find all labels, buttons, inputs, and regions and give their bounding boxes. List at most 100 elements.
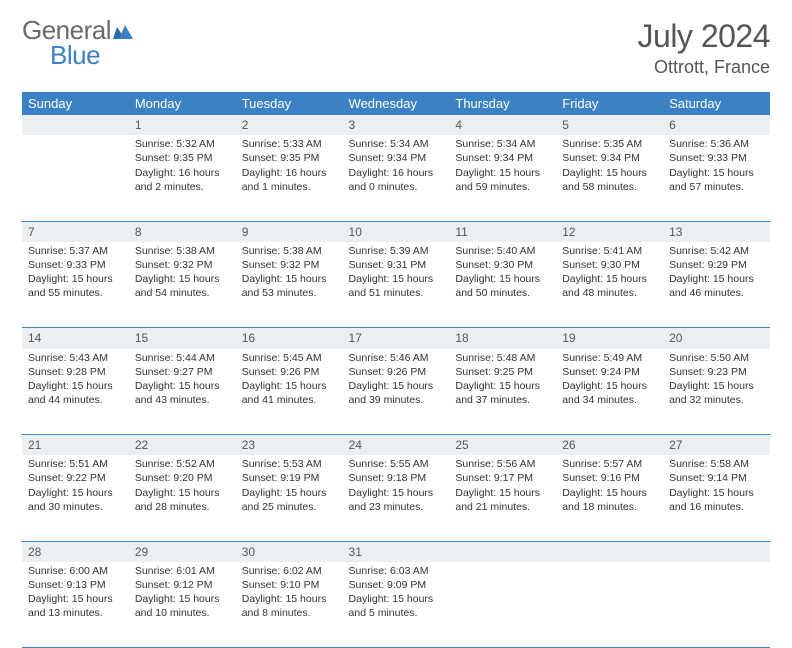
sunrise-line: Sunrise: 5:46 AM	[349, 351, 444, 365]
sunset-line: Sunset: 9:18 PM	[349, 471, 444, 485]
sunset-line: Sunset: 9:32 PM	[135, 258, 230, 272]
day-cell	[556, 562, 663, 648]
day-cell-body: Sunrise: 5:39 AMSunset: 9:31 PMDaylight:…	[343, 242, 450, 305]
sunrise-line: Sunrise: 6:03 AM	[349, 564, 444, 578]
header: GeneralBlue July 2024 Ottrott, France	[22, 18, 770, 78]
day-cell	[22, 135, 129, 221]
day-cell: Sunrise: 6:00 AMSunset: 9:13 PMDaylight:…	[22, 562, 129, 648]
day-cell: Sunrise: 5:34 AMSunset: 9:34 PMDaylight:…	[343, 135, 450, 221]
sunrise-line: Sunrise: 6:02 AM	[242, 564, 337, 578]
day-cell: Sunrise: 5:57 AMSunset: 9:16 PMDaylight:…	[556, 455, 663, 541]
sunrise-line: Sunrise: 5:50 AM	[669, 351, 764, 365]
sunrise-line: Sunrise: 5:58 AM	[669, 457, 764, 471]
month-title: July 2024	[638, 18, 770, 55]
sunrise-line: Sunrise: 5:38 AM	[135, 244, 230, 258]
daylight-line: Daylight: 15 hours and 39 minutes.	[349, 379, 444, 407]
sunrise-line: Sunrise: 5:35 AM	[562, 137, 657, 151]
day-cell-body: Sunrise: 5:44 AMSunset: 9:27 PMDaylight:…	[129, 349, 236, 412]
day-number-cell	[663, 541, 770, 562]
sunrise-line: Sunrise: 5:51 AM	[28, 457, 123, 471]
day-cell: Sunrise: 5:49 AMSunset: 9:24 PMDaylight:…	[556, 349, 663, 435]
sunset-line: Sunset: 9:34 PM	[349, 151, 444, 165]
day-number-cell: 7	[22, 221, 129, 242]
weekday-header: Wednesday	[343, 92, 450, 115]
day-cell-body: Sunrise: 6:00 AMSunset: 9:13 PMDaylight:…	[22, 562, 129, 625]
sunrise-line: Sunrise: 5:36 AM	[669, 137, 764, 151]
sunrise-line: Sunrise: 5:53 AM	[242, 457, 337, 471]
daylight-line: Daylight: 15 hours and 50 minutes.	[455, 272, 550, 300]
day-cell: Sunrise: 6:03 AMSunset: 9:09 PMDaylight:…	[343, 562, 450, 648]
sunrise-line: Sunrise: 5:42 AM	[669, 244, 764, 258]
daylight-line: Daylight: 15 hours and 59 minutes.	[455, 166, 550, 194]
day-number-cell: 18	[449, 328, 556, 349]
day-cell: Sunrise: 5:32 AMSunset: 9:35 PMDaylight:…	[129, 135, 236, 221]
day-cell-body: Sunrise: 5:50 AMSunset: 9:23 PMDaylight:…	[663, 349, 770, 412]
sunset-line: Sunset: 9:26 PM	[349, 365, 444, 379]
day-number-cell	[449, 541, 556, 562]
daylight-line: Daylight: 15 hours and 54 minutes.	[135, 272, 230, 300]
week-row: Sunrise: 5:32 AMSunset: 9:35 PMDaylight:…	[22, 135, 770, 221]
day-cell: Sunrise: 5:40 AMSunset: 9:30 PMDaylight:…	[449, 242, 556, 328]
calendar-head: SundayMondayTuesdayWednesdayThursdayFrid…	[22, 92, 770, 115]
day-cell-body: Sunrise: 5:42 AMSunset: 9:29 PMDaylight:…	[663, 242, 770, 305]
location: Ottrott, France	[638, 57, 770, 78]
sunrise-line: Sunrise: 5:41 AM	[562, 244, 657, 258]
day-cell	[663, 562, 770, 648]
day-cell: Sunrise: 5:58 AMSunset: 9:14 PMDaylight:…	[663, 455, 770, 541]
sunset-line: Sunset: 9:35 PM	[242, 151, 337, 165]
logo-mark-icon	[113, 23, 133, 39]
week-row: Sunrise: 5:51 AMSunset: 9:22 PMDaylight:…	[22, 455, 770, 541]
sunrise-line: Sunrise: 5:49 AM	[562, 351, 657, 365]
week-row: Sunrise: 5:37 AMSunset: 9:33 PMDaylight:…	[22, 242, 770, 328]
daylight-line: Daylight: 15 hours and 48 minutes.	[562, 272, 657, 300]
daynum-row: 123456	[22, 115, 770, 135]
day-cell-body: Sunrise: 5:32 AMSunset: 9:35 PMDaylight:…	[129, 135, 236, 198]
sunset-line: Sunset: 9:30 PM	[562, 258, 657, 272]
logo: GeneralBlue	[22, 18, 133, 67]
day-cell-body: Sunrise: 6:01 AMSunset: 9:12 PMDaylight:…	[129, 562, 236, 625]
day-number-cell: 11	[449, 221, 556, 242]
day-cell-body: Sunrise: 5:56 AMSunset: 9:17 PMDaylight:…	[449, 455, 556, 518]
day-cell-body: Sunrise: 5:37 AMSunset: 9:33 PMDaylight:…	[22, 242, 129, 305]
daylight-line: Daylight: 16 hours and 2 minutes.	[135, 166, 230, 194]
logo-text-2: Blue	[50, 43, 133, 68]
day-number-cell: 1	[129, 115, 236, 135]
daylight-line: Daylight: 15 hours and 10 minutes.	[135, 592, 230, 620]
daylight-line: Daylight: 15 hours and 18 minutes.	[562, 486, 657, 514]
sunset-line: Sunset: 9:30 PM	[455, 258, 550, 272]
daylight-line: Daylight: 15 hours and 13 minutes.	[28, 592, 123, 620]
daylight-line: Daylight: 15 hours and 28 minutes.	[135, 486, 230, 514]
sunrise-line: Sunrise: 5:57 AM	[562, 457, 657, 471]
day-cell-body: Sunrise: 5:38 AMSunset: 9:32 PMDaylight:…	[129, 242, 236, 305]
day-cell: Sunrise: 5:39 AMSunset: 9:31 PMDaylight:…	[343, 242, 450, 328]
weekday-row: SundayMondayTuesdayWednesdayThursdayFrid…	[22, 92, 770, 115]
sunrise-line: Sunrise: 5:52 AM	[135, 457, 230, 471]
sunrise-line: Sunrise: 6:00 AM	[28, 564, 123, 578]
sunset-line: Sunset: 9:24 PM	[562, 365, 657, 379]
day-cell-body: Sunrise: 5:46 AMSunset: 9:26 PMDaylight:…	[343, 349, 450, 412]
sunrise-line: Sunrise: 5:38 AM	[242, 244, 337, 258]
sunset-line: Sunset: 9:33 PM	[669, 151, 764, 165]
day-number-cell: 22	[129, 435, 236, 456]
day-cell-body: Sunrise: 5:45 AMSunset: 9:26 PMDaylight:…	[236, 349, 343, 412]
sunrise-line: Sunrise: 5:43 AM	[28, 351, 123, 365]
day-number-cell: 28	[22, 541, 129, 562]
calendar-table: SundayMondayTuesdayWednesdayThursdayFrid…	[22, 92, 770, 648]
daylight-line: Daylight: 15 hours and 46 minutes.	[669, 272, 764, 300]
daylight-line: Daylight: 15 hours and 25 minutes.	[242, 486, 337, 514]
sunrise-line: Sunrise: 5:39 AM	[349, 244, 444, 258]
daylight-line: Daylight: 15 hours and 55 minutes.	[28, 272, 123, 300]
day-number-cell: 19	[556, 328, 663, 349]
day-cell: Sunrise: 5:48 AMSunset: 9:25 PMDaylight:…	[449, 349, 556, 435]
sunset-line: Sunset: 9:09 PM	[349, 578, 444, 592]
daynum-row: 28293031	[22, 541, 770, 562]
weekday-header: Tuesday	[236, 92, 343, 115]
sunset-line: Sunset: 9:10 PM	[242, 578, 337, 592]
day-cell: Sunrise: 5:34 AMSunset: 9:34 PMDaylight:…	[449, 135, 556, 221]
day-cell: Sunrise: 5:37 AMSunset: 9:33 PMDaylight:…	[22, 242, 129, 328]
day-cell-body: Sunrise: 5:35 AMSunset: 9:34 PMDaylight:…	[556, 135, 663, 198]
calendar-body: 123456Sunrise: 5:32 AMSunset: 9:35 PMDay…	[22, 115, 770, 648]
day-number-cell	[22, 115, 129, 135]
sunset-line: Sunset: 9:20 PM	[135, 471, 230, 485]
sunset-line: Sunset: 9:13 PM	[28, 578, 123, 592]
